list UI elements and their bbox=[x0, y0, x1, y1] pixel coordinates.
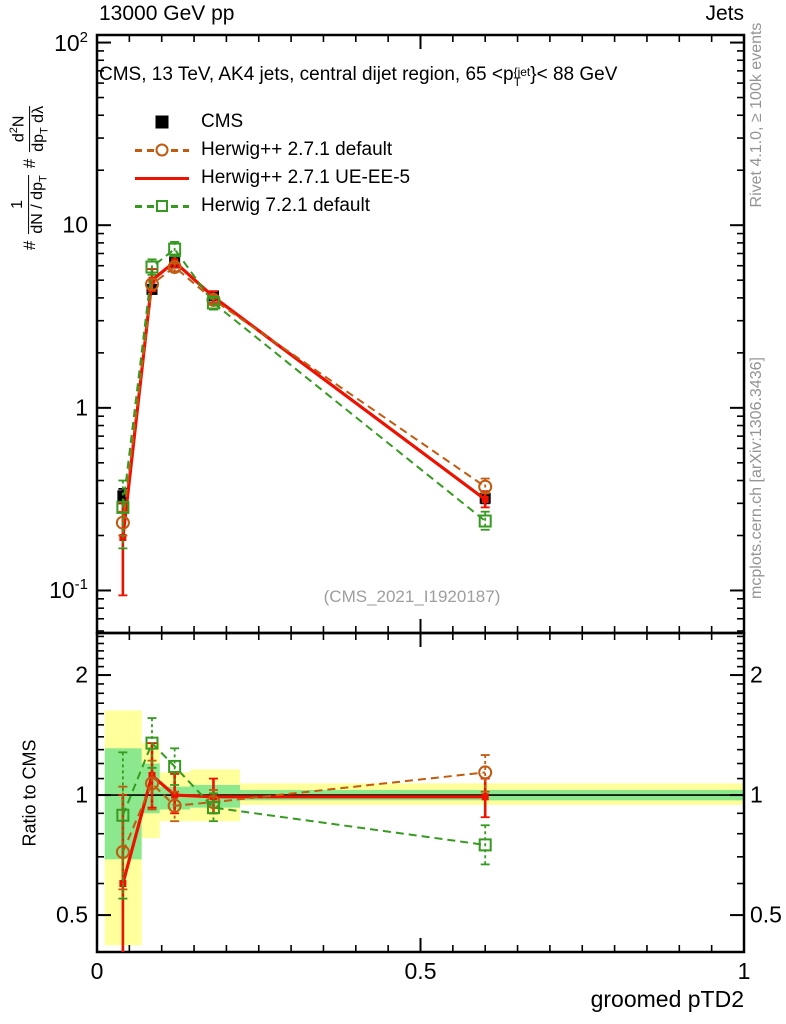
legend-item: Herwig++ 2.7.1 UE-EE-5 bbox=[133, 164, 410, 192]
series-herwig-2-7-1-default bbox=[115, 260, 493, 537]
series-cms bbox=[117, 256, 491, 505]
axis-ticks bbox=[96, 35, 745, 952]
legend-label: Herwig++ 2.7.1 default bbox=[201, 139, 393, 160]
series-herwig-7-2-1-default bbox=[116, 241, 492, 550]
legend-item: CMS bbox=[133, 108, 410, 136]
ratio-y-tick-label-left: 2 bbox=[75, 661, 88, 688]
watermark-analysis-id: (CMS_2021_I1920187) bbox=[323, 587, 501, 606]
title-text-after: }< 88 GeV bbox=[530, 64, 618, 85]
legend-label: CMS bbox=[201, 111, 244, 132]
title-p-symbol: p bbox=[503, 64, 514, 85]
ratio-y-tick-label-right: 1 bbox=[750, 781, 763, 808]
x-tick-label: 0.5 bbox=[404, 958, 437, 984]
ylabel-fraction: 1 dN / dpT bbox=[9, 175, 50, 234]
ylabel-fraction: d2N dpT dλ bbox=[8, 105, 51, 152]
legend-item: Herwig 7.2.1 default bbox=[133, 192, 410, 220]
series-herwig-2-7-1-ue-ee-5 bbox=[118, 254, 490, 597]
main-y-axis-title-content: #1 dN / dpT # d2N dpT dλ bbox=[8, 105, 51, 251]
legend-marker-open-square bbox=[133, 196, 191, 216]
legend-marker-open-circle bbox=[133, 140, 191, 160]
legend: CMS Herwig++ 2.7.1 default Herwig++ 2.7.1 … bbox=[133, 108, 410, 220]
main-y-tick-label: 102 bbox=[54, 28, 88, 56]
main-y-tick-label: 10 bbox=[62, 211, 88, 238]
header-beam-label: 13000 GeV pp bbox=[99, 2, 235, 25]
x-tick-label: 0 bbox=[90, 958, 104, 984]
mcplots-arxiv-label: mcplots.cern.ch [arXiv:1306.3436] bbox=[748, 357, 765, 599]
plot-title: CMS, 13 TeV, AK4 jets, central dijet reg… bbox=[99, 64, 618, 89]
title-text-before: CMS, 13 TeV, AK4 jets, central dijet reg… bbox=[99, 64, 503, 85]
ratio-y-tick-label-left: 1 bbox=[75, 781, 88, 808]
series-herwig-7-2-1-default bbox=[116, 717, 492, 900]
ylabel-hash: # bbox=[19, 240, 39, 251]
legend-marker-none bbox=[133, 168, 191, 188]
header-analysis-group: Jets bbox=[705, 2, 744, 25]
main-y-tick-label: 1 bbox=[75, 394, 88, 421]
ratio-y-axis-title: Ratio to CMS bbox=[19, 739, 40, 847]
rivet-version-label: Rivet 4.1.0, ≥ 100k events bbox=[748, 22, 765, 208]
legend-label: Herwig 7.2.1 default bbox=[201, 195, 370, 216]
legend-item: Herwig++ 2.7.1 default bbox=[133, 136, 410, 164]
main-y-axis-title: #1 dN / dpT # d2N dpT dλ bbox=[8, 105, 51, 251]
legend-label: Herwig++ 2.7.1 UE-EE-5 bbox=[201, 167, 411, 188]
ratio-uncertainty-bands bbox=[104, 710, 744, 946]
ratio-y-tick-label-left: 0.5 bbox=[56, 901, 88, 928]
x-tick-label: 1 bbox=[737, 958, 751, 984]
ratio-y-tick-label-right: 0.5 bbox=[750, 901, 782, 928]
ylabel-hash: # bbox=[19, 158, 39, 169]
series-herwig-2-7-1-ue-ee-5 bbox=[118, 742, 490, 952]
legend-marker-filled-square bbox=[133, 112, 191, 132]
x-axis-title: groomed pTD2 bbox=[590, 986, 744, 1012]
main-y-tick-label: 10-1 bbox=[49, 576, 88, 604]
title-supsub: {jet T bbox=[513, 65, 531, 89]
ratio-y-tick-label-right: 2 bbox=[750, 661, 763, 688]
